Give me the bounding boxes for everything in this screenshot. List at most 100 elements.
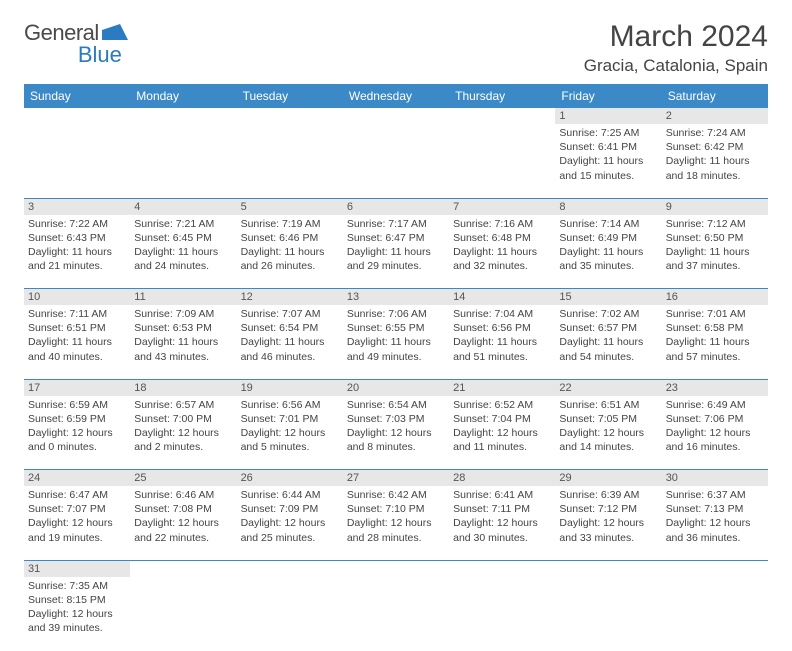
daylight-text: Daylight: 11 hours and 26 minutes. bbox=[241, 245, 339, 273]
sunrise-text: Sunrise: 7:17 AM bbox=[347, 217, 445, 231]
day-number bbox=[343, 108, 449, 124]
sunset-text: Sunset: 6:41 PM bbox=[559, 140, 657, 154]
header-wednesday: Wednesday bbox=[343, 84, 449, 108]
calendar-table: Sunday Monday Tuesday Wednesday Thursday… bbox=[24, 84, 768, 651]
sunset-text: Sunset: 6:59 PM bbox=[28, 412, 126, 426]
daylight-text: Daylight: 11 hours and 15 minutes. bbox=[559, 154, 657, 182]
day-number: 10 bbox=[24, 289, 130, 306]
sunrise-text: Sunrise: 7:02 AM bbox=[559, 307, 657, 321]
location: Gracia, Catalonia, Spain bbox=[584, 56, 768, 76]
sunset-text: Sunset: 6:55 PM bbox=[347, 321, 445, 335]
sunrise-text: Sunrise: 7:01 AM bbox=[666, 307, 764, 321]
sunrise-text: Sunrise: 6:42 AM bbox=[347, 488, 445, 502]
day-number: 29 bbox=[555, 470, 661, 487]
day-number: 23 bbox=[662, 379, 768, 396]
day-cell: Sunrise: 7:09 AMSunset: 6:53 PMDaylight:… bbox=[130, 305, 236, 379]
day-cell: Sunrise: 7:04 AMSunset: 6:56 PMDaylight:… bbox=[449, 305, 555, 379]
day-cell-info: Sunrise: 7:21 AMSunset: 6:45 PMDaylight:… bbox=[134, 217, 232, 274]
day-cell: Sunrise: 7:06 AMSunset: 6:55 PMDaylight:… bbox=[343, 305, 449, 379]
day-number bbox=[237, 108, 343, 124]
daynum-row: 10111213141516 bbox=[24, 289, 768, 306]
day-cell-info: Sunrise: 6:54 AMSunset: 7:03 PMDaylight:… bbox=[347, 398, 445, 455]
daylight-text: Daylight: 11 hours and 54 minutes. bbox=[559, 335, 657, 363]
sunset-text: Sunset: 7:11 PM bbox=[453, 502, 551, 516]
sunset-text: Sunset: 6:48 PM bbox=[453, 231, 551, 245]
day-cell bbox=[237, 124, 343, 198]
day-cell: Sunrise: 7:14 AMSunset: 6:49 PMDaylight:… bbox=[555, 215, 661, 289]
sunset-text: Sunset: 6:51 PM bbox=[28, 321, 126, 335]
day-cell-info: Sunrise: 6:39 AMSunset: 7:12 PMDaylight:… bbox=[559, 488, 657, 545]
daylight-text: Daylight: 11 hours and 35 minutes. bbox=[559, 245, 657, 273]
daylight-text: Daylight: 12 hours and 14 minutes. bbox=[559, 426, 657, 454]
day-cell-info: Sunrise: 6:44 AMSunset: 7:09 PMDaylight:… bbox=[241, 488, 339, 545]
day-cell: Sunrise: 6:57 AMSunset: 7:00 PMDaylight:… bbox=[130, 396, 236, 470]
day-cell-info: Sunrise: 7:04 AMSunset: 6:56 PMDaylight:… bbox=[453, 307, 551, 364]
sunset-text: Sunset: 6:49 PM bbox=[559, 231, 657, 245]
daylight-text: Daylight: 12 hours and 16 minutes. bbox=[666, 426, 764, 454]
daylight-text: Daylight: 11 hours and 57 minutes. bbox=[666, 335, 764, 363]
daylight-text: Daylight: 12 hours and 19 minutes. bbox=[28, 516, 126, 544]
day-cell-info: Sunrise: 7:24 AMSunset: 6:42 PMDaylight:… bbox=[666, 126, 764, 183]
title-block: March 2024 Gracia, Catalonia, Spain bbox=[584, 20, 768, 76]
daylight-text: Daylight: 11 hours and 18 minutes. bbox=[666, 154, 764, 182]
sunrise-text: Sunrise: 7:25 AM bbox=[559, 126, 657, 140]
sunset-text: Sunset: 7:08 PM bbox=[134, 502, 232, 516]
day-info-row: Sunrise: 7:11 AMSunset: 6:51 PMDaylight:… bbox=[24, 305, 768, 379]
day-number: 3 bbox=[24, 198, 130, 215]
sunset-text: Sunset: 7:03 PM bbox=[347, 412, 445, 426]
day-number: 4 bbox=[130, 198, 236, 215]
header-tuesday: Tuesday bbox=[237, 84, 343, 108]
day-cell-info: Sunrise: 7:35 AMSunset: 8:15 PMDaylight:… bbox=[28, 579, 126, 636]
day-cell: Sunrise: 6:47 AMSunset: 7:07 PMDaylight:… bbox=[24, 486, 130, 560]
sunrise-text: Sunrise: 7:07 AM bbox=[241, 307, 339, 321]
daylight-text: Daylight: 11 hours and 29 minutes. bbox=[347, 245, 445, 273]
day-cell-info: Sunrise: 6:42 AMSunset: 7:10 PMDaylight:… bbox=[347, 488, 445, 545]
day-cell-info: Sunrise: 6:49 AMSunset: 7:06 PMDaylight:… bbox=[666, 398, 764, 455]
daylight-text: Daylight: 11 hours and 24 minutes. bbox=[134, 245, 232, 273]
sunrise-text: Sunrise: 6:56 AM bbox=[241, 398, 339, 412]
day-cell: Sunrise: 7:24 AMSunset: 6:42 PMDaylight:… bbox=[662, 124, 768, 198]
day-cell-info: Sunrise: 7:14 AMSunset: 6:49 PMDaylight:… bbox=[559, 217, 657, 274]
daylight-text: Daylight: 12 hours and 2 minutes. bbox=[134, 426, 232, 454]
daynum-row: 3456789 bbox=[24, 198, 768, 215]
day-cell-info: Sunrise: 6:37 AMSunset: 7:13 PMDaylight:… bbox=[666, 488, 764, 545]
sunset-text: Sunset: 6:42 PM bbox=[666, 140, 764, 154]
sunrise-text: Sunrise: 6:52 AM bbox=[453, 398, 551, 412]
day-cell: Sunrise: 6:42 AMSunset: 7:10 PMDaylight:… bbox=[343, 486, 449, 560]
day-cell-info: Sunrise: 6:56 AMSunset: 7:01 PMDaylight:… bbox=[241, 398, 339, 455]
day-number: 26 bbox=[237, 470, 343, 487]
daylight-text: Daylight: 12 hours and 25 minutes. bbox=[241, 516, 339, 544]
day-number: 15 bbox=[555, 289, 661, 306]
daylight-text: Daylight: 12 hours and 11 minutes. bbox=[453, 426, 551, 454]
day-number: 30 bbox=[662, 470, 768, 487]
day-cell-info: Sunrise: 7:07 AMSunset: 6:54 PMDaylight:… bbox=[241, 307, 339, 364]
sunset-text: Sunset: 6:54 PM bbox=[241, 321, 339, 335]
daylight-text: Daylight: 11 hours and 43 minutes. bbox=[134, 335, 232, 363]
day-cell: Sunrise: 6:44 AMSunset: 7:09 PMDaylight:… bbox=[237, 486, 343, 560]
day-cell-info: Sunrise: 7:06 AMSunset: 6:55 PMDaylight:… bbox=[347, 307, 445, 364]
daylight-text: Daylight: 12 hours and 8 minutes. bbox=[347, 426, 445, 454]
day-number: 17 bbox=[24, 379, 130, 396]
day-cell bbox=[237, 577, 343, 651]
day-number: 31 bbox=[24, 560, 130, 577]
sunset-text: Sunset: 6:56 PM bbox=[453, 321, 551, 335]
day-number bbox=[130, 108, 236, 124]
day-cell: Sunrise: 7:12 AMSunset: 6:50 PMDaylight:… bbox=[662, 215, 768, 289]
sunrise-text: Sunrise: 6:37 AM bbox=[666, 488, 764, 502]
day-cell-info: Sunrise: 7:22 AMSunset: 6:43 PMDaylight:… bbox=[28, 217, 126, 274]
day-number bbox=[343, 560, 449, 577]
day-number: 21 bbox=[449, 379, 555, 396]
day-cell: Sunrise: 6:39 AMSunset: 7:12 PMDaylight:… bbox=[555, 486, 661, 560]
day-number: 13 bbox=[343, 289, 449, 306]
sunrise-text: Sunrise: 7:35 AM bbox=[28, 579, 126, 593]
sunrise-text: Sunrise: 6:54 AM bbox=[347, 398, 445, 412]
sunset-text: Sunset: 7:00 PM bbox=[134, 412, 232, 426]
sunrise-text: Sunrise: 6:59 AM bbox=[28, 398, 126, 412]
daylight-text: Daylight: 11 hours and 49 minutes. bbox=[347, 335, 445, 363]
day-cell: Sunrise: 6:49 AMSunset: 7:06 PMDaylight:… bbox=[662, 396, 768, 470]
logo-blue-text: GeneBlue bbox=[24, 42, 122, 68]
day-cell-info: Sunrise: 7:12 AMSunset: 6:50 PMDaylight:… bbox=[666, 217, 764, 274]
sunrise-text: Sunrise: 6:44 AM bbox=[241, 488, 339, 502]
day-number: 22 bbox=[555, 379, 661, 396]
header-sunday: Sunday bbox=[24, 84, 130, 108]
